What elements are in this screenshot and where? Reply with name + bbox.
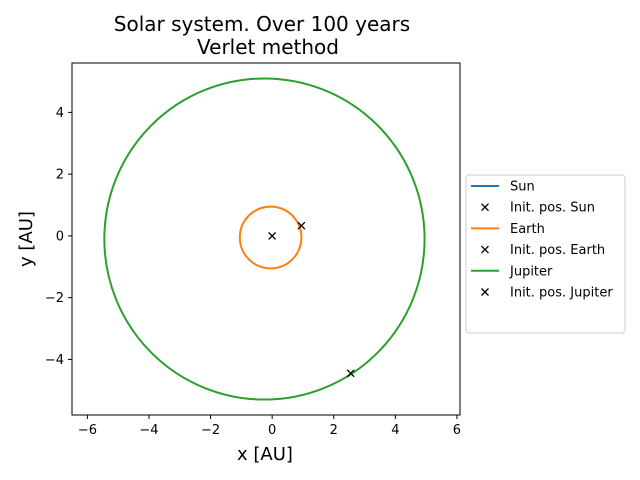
axes-frame xyxy=(71,62,461,416)
y-tick-label: 0 xyxy=(56,229,64,244)
orbit-earth xyxy=(238,205,303,270)
x-tick-label: −2 xyxy=(201,423,220,438)
legend-marker xyxy=(481,288,489,296)
x-axis: −6 −4 −2 0 2 4 6 xyxy=(78,415,461,438)
y-tick-label: 2 xyxy=(56,168,64,183)
legend-label: Init. pos. Jupiter xyxy=(510,286,613,301)
legend-label: Init. pos. Earth xyxy=(510,243,605,258)
y-axis: −4 −2 0 2 4 xyxy=(45,106,72,368)
chart-subtitle: Verlet method xyxy=(197,35,339,59)
orbit-jupiter xyxy=(103,77,426,401)
y-tick-label: −4 xyxy=(45,353,64,368)
legend-label: Jupiter xyxy=(509,264,553,279)
legend: Sun Init. pos. Sun Earth Init. pos. Earth Ju… xyxy=(465,174,626,334)
marker-init-pos-earth xyxy=(297,221,306,230)
legend-marker xyxy=(481,245,489,254)
legend-entry: Sun xyxy=(471,180,535,195)
legend-entry: Init. pos. Sun xyxy=(481,201,595,216)
legend-label: Earth xyxy=(510,222,545,237)
legend-marker xyxy=(481,203,489,212)
chart-title: Solar system. Over 100 years xyxy=(114,12,410,36)
marker-init-pos-sun xyxy=(268,231,277,240)
legend-label: Sun xyxy=(510,180,535,195)
x-tick-label: 0 xyxy=(268,423,276,438)
plot-area xyxy=(103,77,426,401)
x-tick-label: 6 xyxy=(453,423,461,438)
x-tick-label: 2 xyxy=(330,423,338,438)
marker-init-pos-jupiter xyxy=(346,369,355,378)
legend-entry: Jupiter xyxy=(471,264,553,279)
x-tick-label: 4 xyxy=(391,423,399,438)
y-tick-label: 4 xyxy=(56,106,64,121)
legend-entry: Earth xyxy=(471,222,545,237)
x-tick-label: −6 xyxy=(78,423,97,438)
legend-frame xyxy=(465,174,626,334)
x-tick-label: −4 xyxy=(139,423,158,438)
y-tick-label: −2 xyxy=(45,291,64,306)
legend-entry: Init. pos. Jupiter xyxy=(481,286,613,301)
legend-label: Init. pos. Sun xyxy=(510,201,595,216)
legend-entry: Init. pos. Earth xyxy=(481,243,605,258)
x-axis-label: x [AU] xyxy=(237,444,293,465)
y-axis-label: y [AU] xyxy=(16,211,37,267)
